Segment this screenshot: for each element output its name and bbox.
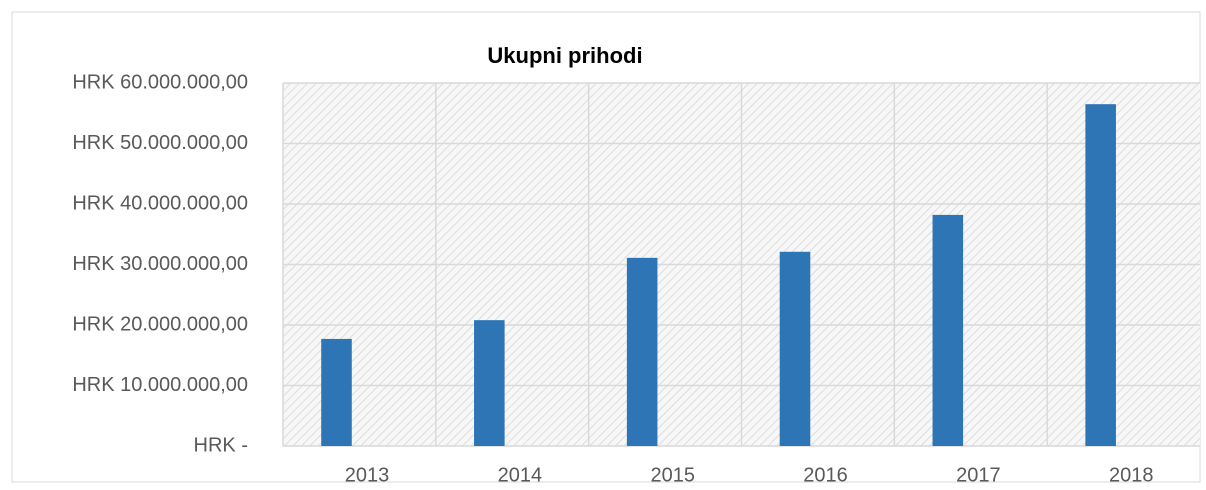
bar [1085, 104, 1116, 447]
y-tick-label: HRK 40.000.000,00 [72, 192, 248, 214]
bar [626, 257, 658, 446]
y-tick-label: HRK 10.000.000,00 [72, 374, 248, 396]
y-tick-label: HRK - [194, 434, 248, 456]
bar [321, 338, 352, 446]
y-tick-label: HRK 60.000.000,00 [72, 71, 248, 93]
y-tick-label: HRK 20.000.000,00 [72, 313, 248, 335]
bar [474, 320, 505, 446]
bar [932, 214, 964, 446]
x-tick-label: 2018 [1109, 464, 1154, 486]
y-tick-label: HRK 30.000.000,00 [72, 253, 248, 275]
x-tick-label: 2017 [956, 464, 1001, 486]
x-tick-label: 2013 [345, 464, 390, 486]
bar [779, 251, 811, 446]
x-tick-label: 2015 [650, 464, 695, 486]
chart-title: Ukupni prihodi [487, 43, 642, 68]
y-tick-label: HRK 50.000.000,00 [72, 132, 248, 154]
x-tick-label: 2014 [498, 464, 543, 486]
x-tick-label: 2016 [803, 464, 848, 486]
